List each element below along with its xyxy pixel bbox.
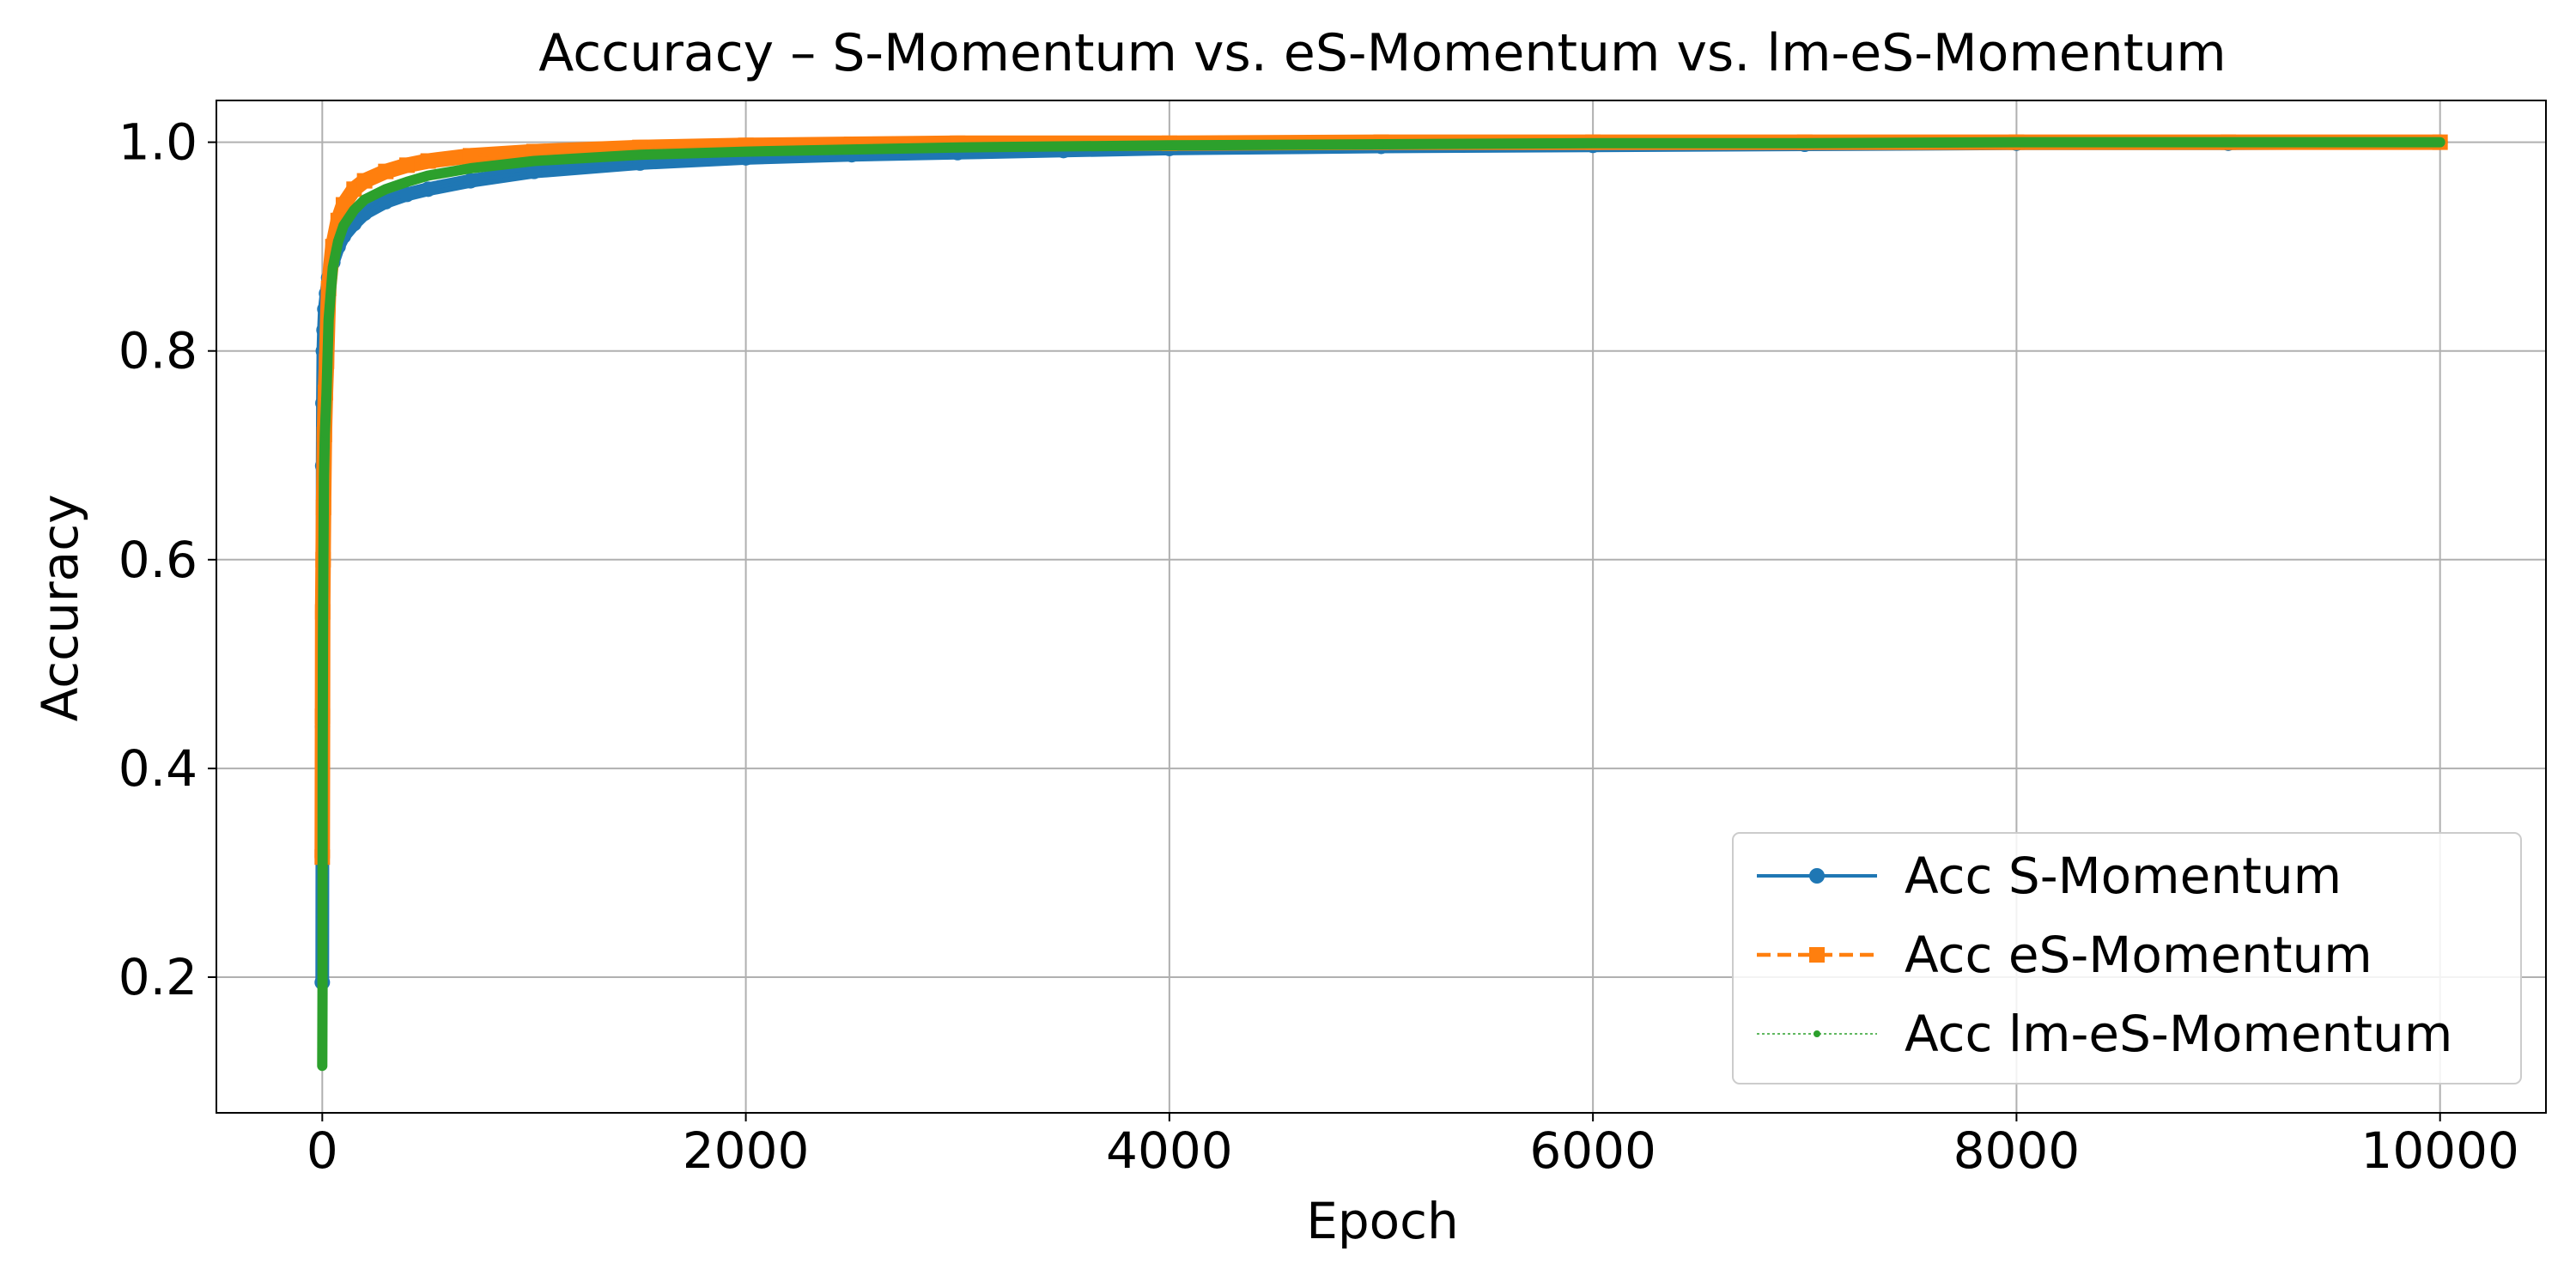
series-point <box>319 556 327 563</box>
series-point <box>329 264 337 271</box>
series-point <box>382 185 390 193</box>
y-tick-label: 0.8 <box>118 322 197 380</box>
series-point <box>636 151 644 159</box>
legend-item: Acc lm-eS-Momentum <box>1757 1005 2452 1063</box>
series-point <box>466 165 474 173</box>
x-tick-label: 6000 <box>1529 1121 1656 1180</box>
series-point <box>378 163 394 179</box>
series-point <box>2225 138 2233 146</box>
series-point <box>954 143 962 151</box>
legend-box <box>1732 832 2522 1084</box>
series-point <box>398 186 415 203</box>
series-point <box>2013 138 2020 146</box>
series-point <box>1809 868 1825 884</box>
series-point <box>350 206 358 214</box>
series-point <box>530 157 538 165</box>
y-tick-label: 0.2 <box>118 948 197 1006</box>
series-point <box>319 749 326 756</box>
series-point <box>1377 141 1385 149</box>
series-point <box>361 196 368 204</box>
series-point <box>526 143 542 160</box>
series-point <box>420 181 436 197</box>
x-tick-label: 4000 <box>1106 1121 1233 1180</box>
series-layer <box>314 134 2448 1072</box>
x-tick-label: 2000 <box>683 1121 810 1180</box>
series-point <box>325 316 332 324</box>
series-point <box>2436 138 2444 146</box>
series-point <box>319 1062 326 1070</box>
series-point <box>462 173 478 189</box>
y-tick-label: 0.6 <box>118 531 197 589</box>
y-axis-label: Accuracy <box>31 495 89 722</box>
y-tick-label: 1.0 <box>118 113 197 172</box>
legend-label: Acc S-Momentum <box>1905 847 2342 905</box>
series-point <box>320 472 328 480</box>
series-point <box>742 148 750 155</box>
series-point <box>424 172 432 179</box>
series-point <box>1814 1030 1820 1037</box>
x-tick-label: 8000 <box>1953 1121 2081 1180</box>
plot-frame <box>216 100 2547 1114</box>
series-point <box>403 178 410 185</box>
legend-item: Acc eS-Momentum <box>1757 926 2372 984</box>
x-tick-label: 10000 <box>2360 1121 2519 1180</box>
x-axis-label: Epoch <box>1306 1192 1459 1250</box>
legend-label: Acc lm-eS-Momentum <box>1905 1005 2452 1063</box>
legend-item: Acc S-Momentum <box>1757 847 2342 905</box>
chart-title: Accuracy – S-Momentum vs. eS-Momentum vs… <box>538 23 2226 83</box>
series-point <box>378 193 394 210</box>
series-point <box>1589 139 1597 147</box>
series-line <box>321 141 2440 1066</box>
series-point <box>339 222 347 229</box>
series-point <box>1809 947 1825 963</box>
series-point <box>335 197 351 213</box>
series-point <box>420 153 436 169</box>
series-point <box>323 389 331 397</box>
legend: Acc S-Momentum Acc eS-Momentum Acc lm-eS-M… <box>1732 832 2522 1084</box>
series-point <box>321 430 329 438</box>
series-point <box>848 146 855 154</box>
series-point <box>319 989 326 997</box>
series-point <box>356 173 373 189</box>
y-tick-label: 0.4 <box>118 739 197 798</box>
series-point <box>319 640 327 647</box>
series-point <box>398 157 415 173</box>
series-point <box>526 163 542 179</box>
series-point <box>334 238 342 246</box>
tick-layer: 0 2000 4000 6000 8000 10000 0.2 0.4 0.6 0.8 1.0 <box>118 113 2519 1180</box>
series-point <box>1801 139 1808 147</box>
x-tick-label: 0 <box>307 1121 338 1180</box>
series-point <box>462 148 478 164</box>
series-point <box>1165 142 1173 149</box>
series-3 <box>317 137 2445 1072</box>
legend-label: Acc eS-Momentum <box>1905 926 2372 984</box>
